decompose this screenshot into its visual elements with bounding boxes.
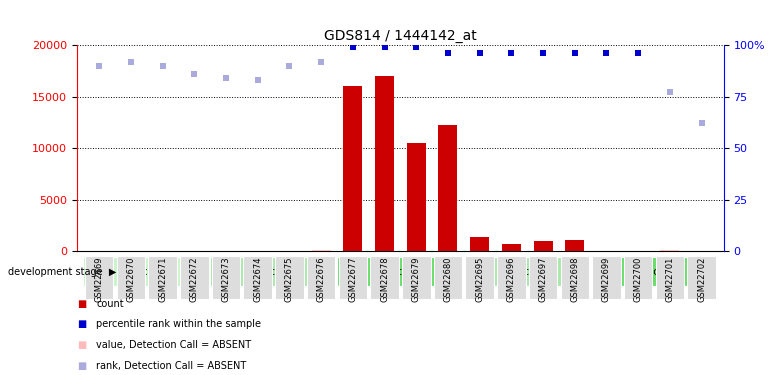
FancyBboxPatch shape bbox=[561, 256, 589, 299]
Bar bbox=[661, 250, 679, 251]
Text: 2-cell: 2-cell bbox=[385, 267, 416, 277]
Bar bbox=[470, 237, 489, 251]
FancyBboxPatch shape bbox=[307, 256, 336, 299]
Bar bbox=[534, 241, 553, 251]
Text: percentile rank within the sample: percentile rank within the sample bbox=[96, 320, 261, 329]
FancyBboxPatch shape bbox=[116, 256, 146, 299]
FancyBboxPatch shape bbox=[529, 256, 557, 299]
Text: development stage  ▶: development stage ▶ bbox=[8, 267, 116, 277]
Text: GSM22675: GSM22675 bbox=[285, 256, 294, 302]
Text: GSM22676: GSM22676 bbox=[316, 256, 326, 302]
FancyBboxPatch shape bbox=[210, 257, 337, 287]
Text: GSM22695: GSM22695 bbox=[475, 256, 484, 302]
FancyBboxPatch shape bbox=[337, 257, 464, 287]
Title: GDS814 / 1444142_at: GDS814 / 1444142_at bbox=[324, 28, 477, 43]
Text: ■: ■ bbox=[77, 299, 86, 309]
Bar bbox=[438, 126, 457, 251]
Text: GSM22674: GSM22674 bbox=[253, 256, 263, 302]
Text: GSM22699: GSM22699 bbox=[602, 256, 611, 302]
FancyBboxPatch shape bbox=[688, 256, 716, 299]
FancyBboxPatch shape bbox=[465, 256, 494, 299]
Text: GSM22698: GSM22698 bbox=[571, 256, 579, 302]
Bar bbox=[565, 240, 584, 251]
Text: GSM22680: GSM22680 bbox=[444, 256, 453, 302]
Text: 8-cell: 8-cell bbox=[512, 267, 542, 277]
Text: GSM22702: GSM22702 bbox=[697, 256, 706, 302]
FancyBboxPatch shape bbox=[85, 256, 113, 299]
FancyBboxPatch shape bbox=[591, 257, 718, 287]
Bar bbox=[312, 250, 330, 251]
Text: oocyte: oocyte bbox=[128, 267, 166, 277]
Bar bbox=[375, 76, 394, 251]
Text: GSM22673: GSM22673 bbox=[222, 256, 230, 302]
Text: rank, Detection Call = ABSENT: rank, Detection Call = ABSENT bbox=[96, 361, 246, 370]
Text: blastocyst: blastocyst bbox=[626, 267, 682, 277]
Text: GSM22677: GSM22677 bbox=[348, 256, 357, 302]
Text: GSM22678: GSM22678 bbox=[380, 256, 389, 302]
Text: GSM22697: GSM22697 bbox=[538, 256, 547, 302]
Text: GSM22696: GSM22696 bbox=[507, 256, 516, 302]
Text: GSM22669: GSM22669 bbox=[95, 256, 104, 302]
FancyBboxPatch shape bbox=[624, 256, 652, 299]
FancyBboxPatch shape bbox=[275, 256, 303, 299]
FancyBboxPatch shape bbox=[592, 256, 621, 299]
Text: count: count bbox=[96, 299, 124, 309]
FancyBboxPatch shape bbox=[434, 256, 462, 299]
Text: GSM22700: GSM22700 bbox=[634, 256, 643, 302]
Text: ■: ■ bbox=[77, 340, 86, 350]
FancyBboxPatch shape bbox=[655, 256, 685, 299]
FancyBboxPatch shape bbox=[464, 257, 591, 287]
FancyBboxPatch shape bbox=[497, 256, 526, 299]
Text: ■: ■ bbox=[77, 320, 86, 329]
Bar bbox=[502, 244, 521, 251]
Bar bbox=[343, 86, 363, 251]
Text: GSM22679: GSM22679 bbox=[412, 256, 420, 302]
Text: GSM22670: GSM22670 bbox=[126, 256, 136, 302]
FancyBboxPatch shape bbox=[370, 256, 399, 299]
Text: GSM22671: GSM22671 bbox=[158, 256, 167, 302]
Bar bbox=[407, 143, 426, 251]
Text: value, Detection Call = ABSENT: value, Detection Call = ABSENT bbox=[96, 340, 251, 350]
FancyBboxPatch shape bbox=[212, 256, 240, 299]
FancyBboxPatch shape bbox=[83, 257, 210, 287]
FancyBboxPatch shape bbox=[180, 256, 209, 299]
FancyBboxPatch shape bbox=[339, 256, 367, 299]
Text: GSM22701: GSM22701 bbox=[665, 256, 675, 302]
Text: ■: ■ bbox=[77, 361, 86, 370]
FancyBboxPatch shape bbox=[149, 256, 177, 299]
Text: 1-cell: 1-cell bbox=[259, 267, 289, 277]
FancyBboxPatch shape bbox=[402, 256, 430, 299]
Text: GSM22672: GSM22672 bbox=[190, 256, 199, 302]
FancyBboxPatch shape bbox=[243, 256, 272, 299]
